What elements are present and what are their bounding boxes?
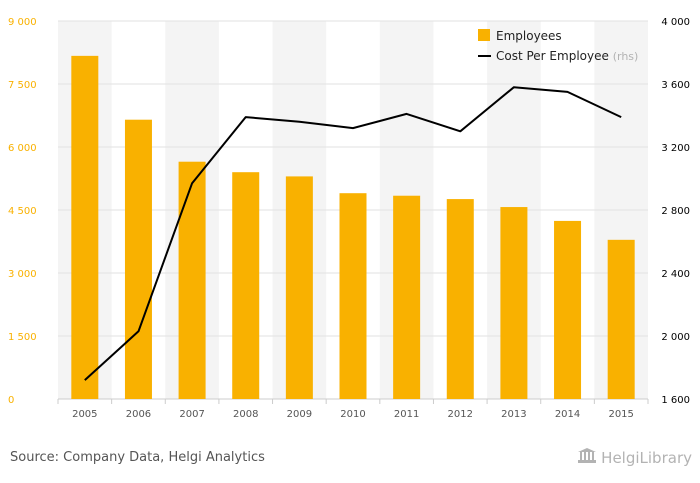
left-axis-tick-label: 4 500 [8, 206, 37, 217]
right-axis-tick-label: 3 600 [661, 80, 690, 91]
x-axis-tick-label: 2008 [233, 409, 258, 420]
left-axis-tick-label: 6 000 [8, 143, 37, 154]
x-axis-tick-label: 2006 [126, 409, 151, 420]
right-axis-tick-label: 3 200 [661, 143, 690, 154]
line-cost-per-employee [84, 86, 622, 381]
library-building-icon [577, 448, 597, 468]
right-axis-tick-label: 2 000 [661, 332, 690, 343]
bar-employees [71, 55, 99, 400]
x-axis-tick-label: 2009 [287, 409, 312, 420]
left-axis-tick-label: 7 500 [8, 80, 37, 91]
right-axis-tick-label: 2 400 [661, 269, 690, 280]
x-axis-tick-label: 2005 [72, 409, 97, 420]
bar-employees [178, 161, 206, 399]
right-axis-tick-label: 4 000 [661, 17, 690, 28]
legend-label-cost-per-employee: Cost Per Employee (rhs) [496, 49, 638, 63]
bar-employees [124, 119, 152, 399]
left-axis-tick-label: 3 000 [8, 269, 37, 280]
bar-employees [339, 193, 367, 399]
line-series-cost-per-employee [84, 86, 622, 381]
x-axis-tick-label: 2012 [448, 409, 473, 420]
bar-employees [232, 172, 260, 399]
bar-employees [446, 199, 474, 399]
left-axis-labels: 0 1 500 3 000 4 500 6 000 7 500 9 000 [8, 17, 37, 406]
helgi-library-logo: HelgiLibrary [577, 448, 692, 468]
x-axis-labels: 2005 2006 2007 2008 2009 2010 2011 2012 2013 2014… [72, 409, 634, 420]
bar-employees [607, 239, 635, 399]
bar-employees [285, 176, 313, 399]
left-axis-tick-label: 1 500 [8, 332, 37, 343]
bar-employees [393, 195, 421, 399]
right-axis-tick-label: 2 800 [661, 206, 690, 217]
source-note: Source: Company Data, Helgi Analytics [10, 450, 265, 465]
x-axis-tick-label: 2010 [340, 409, 365, 420]
legend: Employees Cost Per Employee (rhs) [478, 29, 638, 63]
right-axis-labels: 1 600 2 000 2 400 2 800 3 200 3 600 4 000 [661, 17, 690, 406]
right-axis-tick-label: 1 600 [661, 395, 690, 406]
bar-employees [500, 207, 528, 399]
x-axis-tick-label: 2015 [608, 409, 633, 420]
x-axis-tick-label: 2007 [179, 409, 204, 420]
x-axis-tick-label: 2014 [555, 409, 580, 420]
bars-employees [71, 55, 635, 400]
legend-label-employees: Employees [496, 29, 562, 43]
left-axis-tick-label: 0 [8, 395, 14, 406]
bar-employees [554, 220, 582, 399]
x-axis-tick-label: 2011 [394, 409, 419, 420]
left-axis-tick-label: 9 000 [8, 17, 37, 28]
x-axis-tick-label: 2013 [501, 409, 526, 420]
legend-swatch-employees [478, 29, 490, 41]
logo-text: HelgiLibrary [601, 449, 692, 467]
